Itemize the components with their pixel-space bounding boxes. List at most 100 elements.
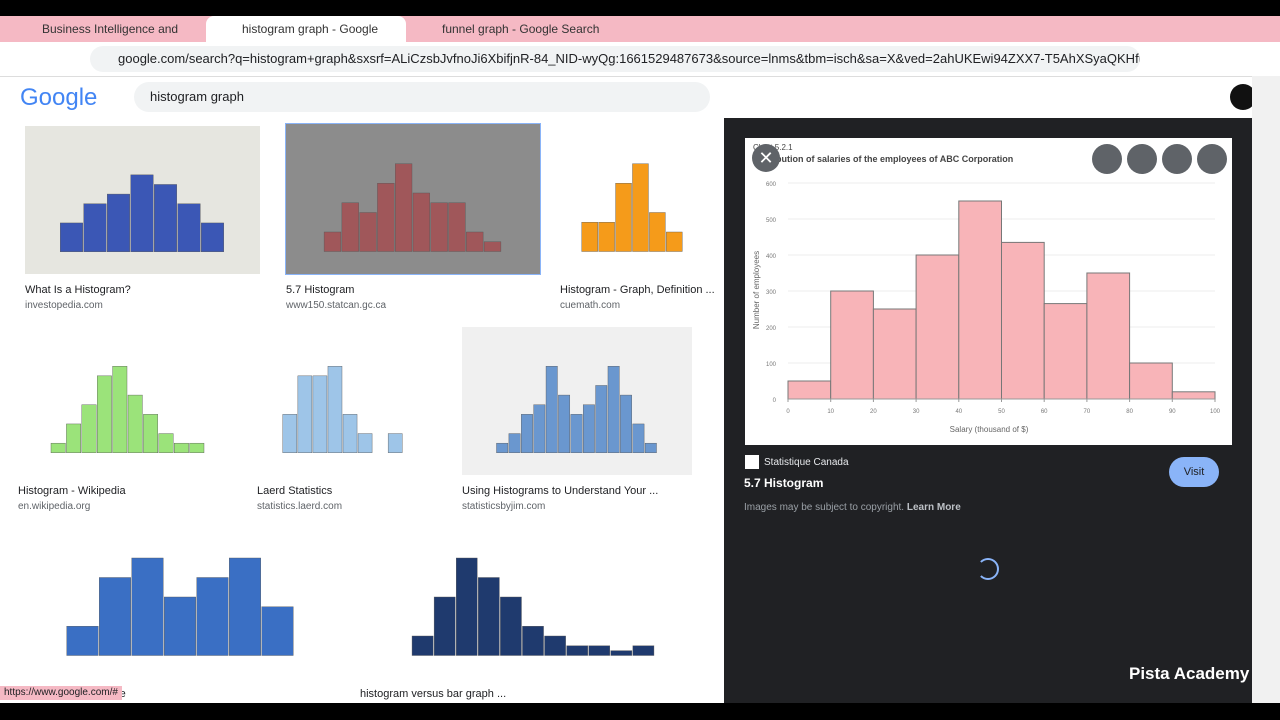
thumb-bar [201, 222, 224, 253]
thumb-bar [342, 414, 358, 453]
thumb-bar [508, 433, 521, 453]
thumbnail [285, 123, 541, 275]
x-tick-label: 10 [827, 409, 834, 415]
y-tick-label: 0 [773, 398, 777, 404]
thumb-bar [323, 231, 342, 252]
thumbnail [25, 126, 260, 274]
learn-more[interactable]: Learn More [906, 502, 961, 513]
thumb-bar [177, 203, 201, 252]
y-label: Number of employees [752, 251, 761, 329]
result-title[interactable]: Histogram - Wikipedia [18, 485, 126, 497]
y-tick-label: 200 [766, 326, 777, 332]
bar [958, 200, 1003, 400]
x-tick-label: 100 [1210, 409, 1221, 415]
site-icon [745, 455, 759, 469]
thumbnail-image [66, 557, 294, 656]
copyright-text: Images may be subject to copyright. [744, 502, 905, 513]
tab-title: funnel graph - Google Search [442, 22, 600, 36]
thumb-bar [582, 404, 595, 453]
thumb-bar [632, 645, 655, 656]
thumb-bar [173, 442, 189, 454]
thumb-bar [261, 606, 294, 656]
address-bar[interactable]: google.com/search?q=histogram+graph&sxsr… [90, 46, 1140, 72]
preview-source[interactable]: Statistique Canada [764, 457, 849, 468]
result-title[interactable]: 5.7 Histogram [286, 284, 355, 296]
thumb-bar [607, 366, 620, 454]
thumb-bar [588, 645, 610, 656]
avatar[interactable] [1230, 84, 1256, 110]
search-box[interactable]: histogram graph [134, 82, 710, 112]
bar [1001, 241, 1045, 400]
thumb-bar [327, 366, 343, 454]
thumb-bar [359, 212, 377, 252]
thumbnail-image [496, 366, 657, 454]
thumb-bar [81, 404, 97, 453]
scrollbar [1252, 76, 1280, 703]
thumb-bar [66, 423, 82, 454]
tab[interactable]: funnel graph - Google Search [406, 16, 606, 42]
result-title[interactable]: Histogram - Graph, Definition ... [560, 284, 715, 296]
thumb-bar [521, 414, 533, 453]
thumb-bar [544, 635, 566, 656]
y-tick-label: 500 [766, 218, 777, 224]
next-button[interactable] [1197, 144, 1227, 174]
thumb-bar [158, 433, 174, 453]
thumb-bar [566, 645, 588, 656]
tab[interactable]: Business Intelligence and Analyti [6, 16, 206, 62]
thumbnail-image [411, 557, 655, 656]
watermark: Pista Academy [1129, 664, 1250, 683]
thumbnail-image [50, 366, 205, 454]
spinner [977, 558, 999, 580]
thumb-bar [581, 222, 598, 252]
thumb-bar [66, 626, 99, 656]
y-tick-label: 300 [766, 290, 777, 296]
thumb-bar [164, 596, 196, 656]
thumb-bar [545, 366, 558, 454]
visit-button[interactable]: Visit [1169, 457, 1219, 487]
thumbnail [360, 528, 707, 678]
x-tick-label: 90 [1169, 409, 1176, 415]
x-tick-label: 0 [786, 409, 790, 415]
y-tick-label: 400 [766, 254, 777, 260]
bottom-strip [0, 703, 1280, 720]
url: google.com/search?q=histogram+graph&sxsr… [118, 51, 1140, 66]
thumb-bar [412, 192, 430, 252]
thumb-bar [483, 241, 502, 252]
more-button[interactable] [1127, 144, 1157, 174]
bar [1171, 391, 1216, 400]
status-url: https://www.google.com/# [0, 686, 122, 700]
thumbnail [560, 124, 705, 274]
thumb-bar [357, 433, 373, 453]
thumb-bar [448, 202, 466, 252]
bar [1086, 272, 1131, 400]
thumb-bar [229, 557, 261, 656]
thumb-bar [143, 414, 159, 453]
x-tick-label: 80 [1126, 409, 1133, 415]
bar [1043, 303, 1088, 400]
prev-button[interactable] [1162, 144, 1192, 174]
thumb-bar [533, 404, 546, 453]
thumb-bar [430, 202, 448, 252]
thumb-bar [598, 222, 615, 252]
thumb-bar [478, 577, 500, 656]
thumb-bar [433, 596, 456, 656]
logo[interactable]: Google [20, 84, 98, 111]
x-tick-label: 20 [870, 409, 877, 415]
thumb-bar [83, 203, 107, 252]
x-tick-label: 50 [998, 409, 1005, 415]
thumb-bar [411, 635, 434, 656]
preview-title[interactable]: 5.7 Histogram [744, 476, 824, 490]
thumb-bar [60, 222, 83, 253]
close-button[interactable]: ✕ [752, 144, 780, 172]
thumb-bar [196, 577, 229, 656]
result-title[interactable]: Using Histograms to Understand Your ... [462, 485, 659, 497]
tab[interactable]: histogram graph - Google Search [206, 16, 406, 62]
thumb-bar [620, 394, 632, 454]
result-title[interactable]: histogram versus bar graph ... [360, 688, 507, 700]
result-source: investopedia.com [25, 300, 103, 311]
lens-button[interactable] [1092, 144, 1122, 174]
result-title[interactable]: Laerd Statistics [257, 485, 333, 497]
thumbnail-image [581, 163, 683, 252]
result-title[interactable]: What Is a Histogram? [25, 284, 131, 296]
